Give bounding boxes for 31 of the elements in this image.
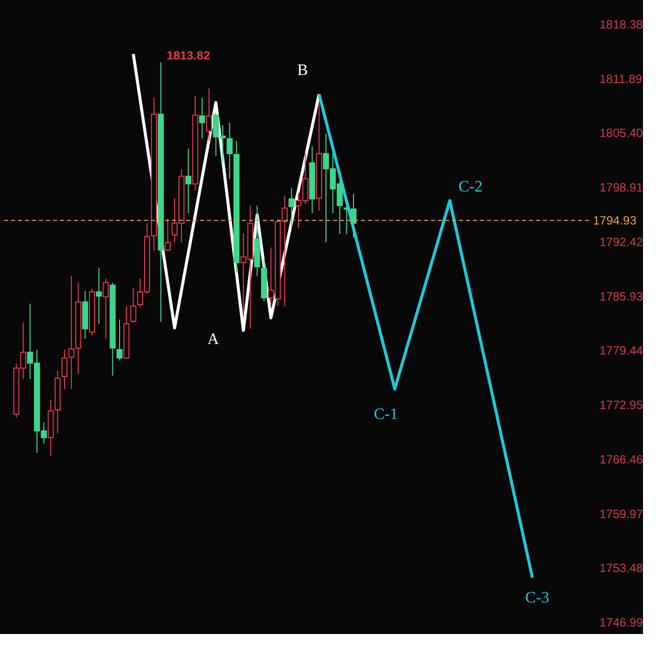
candlestick: [164, 218, 171, 252]
y-tick-label: 1772.95: [600, 398, 644, 412]
y-tick-label: 1779.44: [600, 344, 644, 358]
candlestick: [199, 97, 206, 140]
y-tick-label: 1792.42: [600, 234, 644, 249]
candlestick: [185, 148, 192, 214]
candlestick: [130, 287, 136, 324]
y-tick-label: 1785.93: [600, 289, 644, 304]
y-tick-label: 1798.91: [600, 180, 644, 195]
y-tick-label: 1805.40: [600, 126, 644, 140]
candlestick: [206, 88, 212, 142]
annotation: C-3: [525, 590, 550, 607]
candlestick: [102, 278, 109, 340]
candlestick: [116, 319, 123, 362]
y-tick-label: 1811.89: [600, 72, 642, 86]
y-tick-label: 1818.38: [600, 18, 644, 32]
y-tick-label: 1766.46: [600, 452, 644, 466]
candlestick: [288, 188, 295, 229]
line-series: [318, 92, 534, 580]
y-tick-label: 1759.97: [600, 506, 644, 521]
ref-line-label: 1794.93: [593, 213, 637, 228]
annotation: B: [297, 62, 308, 79]
y-tick-label: 1753.48: [600, 561, 644, 576]
annotation: 1813.82: [166, 48, 210, 63]
candlestick: [68, 275, 74, 390]
candlestick: [61, 349, 68, 390]
y-tick-label: 1746.99: [600, 616, 644, 630]
annotation: C-1: [374, 406, 398, 424]
annotation: C-2: [458, 178, 482, 196]
candlestick: [96, 267, 102, 324]
annotation: A: [207, 330, 220, 348]
